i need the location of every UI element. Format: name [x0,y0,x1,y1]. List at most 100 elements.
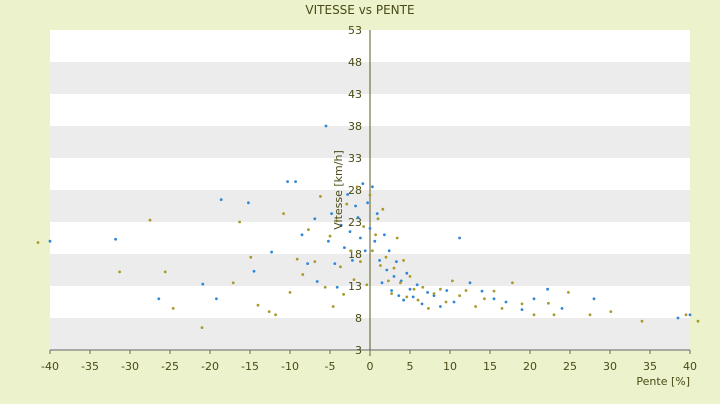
data-point [231,281,235,285]
data-point [483,297,486,301]
data-point [356,216,360,219]
data-point [313,217,317,221]
y-tick-label: 48 [348,56,362,69]
data-point [342,292,345,296]
data-point [399,281,402,285]
data-point [270,250,273,254]
data-point [405,295,409,299]
x-tick-label: -30 [121,360,139,373]
data-point [402,259,405,262]
data-point [219,198,223,202]
data-point [301,273,305,276]
data-point [286,180,289,184]
y-tick-label: 8 [355,312,362,325]
data-point [327,239,330,243]
data-point [288,291,292,294]
data-point [48,239,52,243]
data-point [157,297,161,301]
data-point [315,280,319,283]
data-point [354,204,357,208]
data-point [439,287,442,291]
data-point [520,302,524,306]
data-point [380,281,384,285]
data-point [432,294,436,297]
data-point [349,249,353,253]
data-point [252,269,256,273]
data-point [294,180,297,184]
data-point [532,297,536,301]
y-tick-label: 38 [348,120,362,133]
data-point [256,303,260,307]
data-point [395,260,398,264]
data-point [384,255,388,259]
data-point [247,201,250,205]
data-point [474,305,477,308]
data-point [427,307,430,310]
x-tick-label: 25 [563,360,577,373]
data-point [171,307,175,310]
data-point [363,249,367,253]
data-point [411,295,415,299]
data-point [520,308,524,312]
data-point [361,182,365,186]
x-tick-label: 20 [523,360,537,373]
data-point [676,316,680,320]
data-point [374,233,377,237]
data-point [346,193,349,196]
data-point [373,239,377,243]
chart-title: VITESSE vs PENTE [305,3,414,17]
data-point [274,313,277,317]
data-point [420,302,424,306]
data-point [451,279,454,283]
x-tick-label: 35 [643,360,657,373]
data-point [378,259,381,262]
x-tick-label: 10 [443,360,457,373]
data-point [366,201,369,205]
data-point [392,275,396,278]
data-point [362,225,365,228]
data-point [267,310,271,313]
y-axis-label: Vitesse [km/h] [332,150,345,230]
data-point [355,185,359,189]
data-point [359,236,362,240]
data-point [114,237,117,241]
data-point [238,220,242,224]
data-point [387,249,391,253]
data-points [36,124,700,329]
data-point [444,300,448,304]
x-tick-label: -5 [325,360,336,373]
data-point [331,305,335,308]
data-point [307,228,310,232]
data-point [368,227,372,230]
x-axis-label: Pente [%] [636,375,690,388]
y-tick-label: 23 [348,216,362,229]
data-point [464,289,468,292]
data-point [640,319,644,323]
data-point [458,236,461,240]
x-tick-label: -15 [241,360,259,373]
x-tick-label: -35 [81,360,99,373]
data-point [359,260,362,264]
data-point [511,281,514,285]
data-point [249,255,253,259]
data-point [504,300,508,304]
data-point [335,285,339,289]
data-point [421,285,425,289]
data-point [385,268,389,272]
data-point [532,313,536,317]
data-point [458,294,461,297]
data-point [339,265,342,269]
data-point [609,310,613,313]
data-point [351,259,354,262]
data-point [324,124,328,128]
data-point [415,283,419,287]
data-point [390,292,393,296]
x-tick-label: -40 [41,360,59,373]
data-point [688,313,692,317]
data-point [392,266,396,270]
y-tick-label: 3 [355,344,362,357]
data-point [365,283,369,287]
